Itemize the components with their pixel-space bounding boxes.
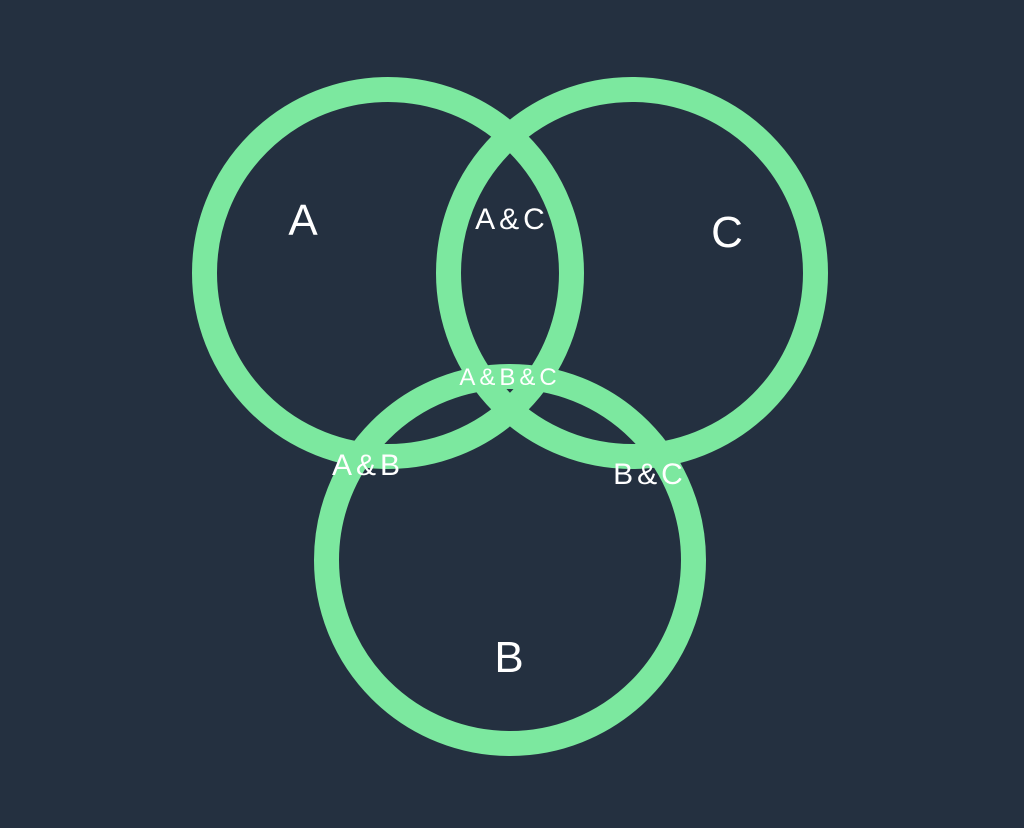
label-a: A [288, 196, 319, 246]
label-abc: A&B&C [459, 364, 560, 392]
venn-diagram: A C B A&C A&B B&C A&B&C [0, 0, 1024, 828]
label-ab: A&B [332, 449, 404, 483]
circle-b [314, 364, 706, 756]
label-c: C [711, 208, 745, 258]
label-ac: A&C [475, 203, 549, 237]
label-b: B [494, 633, 525, 683]
label-bc: B&C [613, 458, 687, 492]
